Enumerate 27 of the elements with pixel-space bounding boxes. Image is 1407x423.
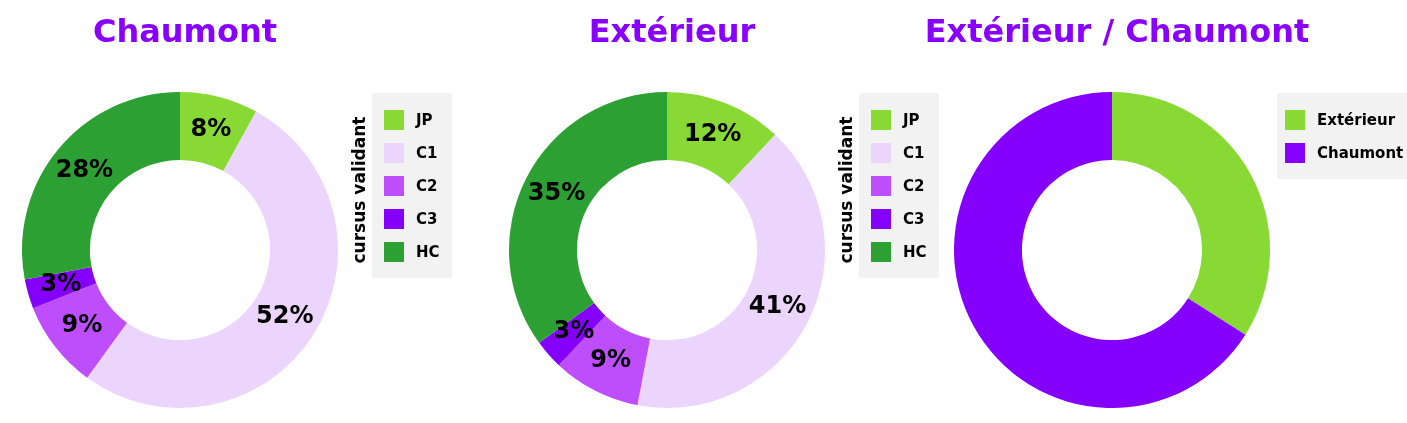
data-label: 3% — [553, 316, 595, 345]
data-label: 8% — [190, 114, 232, 143]
legend-label: C2 — [903, 176, 925, 195]
legend-label: C2 — [416, 176, 438, 195]
legend-label: Chaumont — [1317, 143, 1404, 162]
data-label: 9% — [61, 310, 103, 339]
legend-label: Extérieur — [1317, 110, 1396, 129]
data-label: 52% — [256, 300, 314, 329]
data-label: 12% — [683, 118, 742, 147]
legend-label: HC — [903, 242, 927, 261]
legend-label: HC — [416, 242, 440, 261]
chart-title: Extérieur — [587, 12, 757, 50]
data-label: 35% — [527, 177, 586, 206]
legend-label: C3 — [416, 209, 438, 228]
legend-label: C1 — [903, 143, 925, 162]
legend-label: C3 — [903, 209, 925, 228]
legend-label: C1 — [416, 143, 438, 162]
legend-label: JP — [416, 110, 433, 129]
data-label: 28% — [55, 155, 114, 184]
data-label: 3% — [40, 268, 82, 297]
legend-title: cursus validant — [836, 116, 856, 264]
chart-title: Chaumont — [91, 12, 278, 50]
legend-title: cursus validant — [349, 116, 369, 264]
legend-label: JP — [903, 110, 920, 129]
data-label: 41% — [748, 290, 807, 319]
data-label: 9% — [590, 344, 632, 373]
chart-title: Extérieur / Chaumont — [923, 12, 1311, 50]
